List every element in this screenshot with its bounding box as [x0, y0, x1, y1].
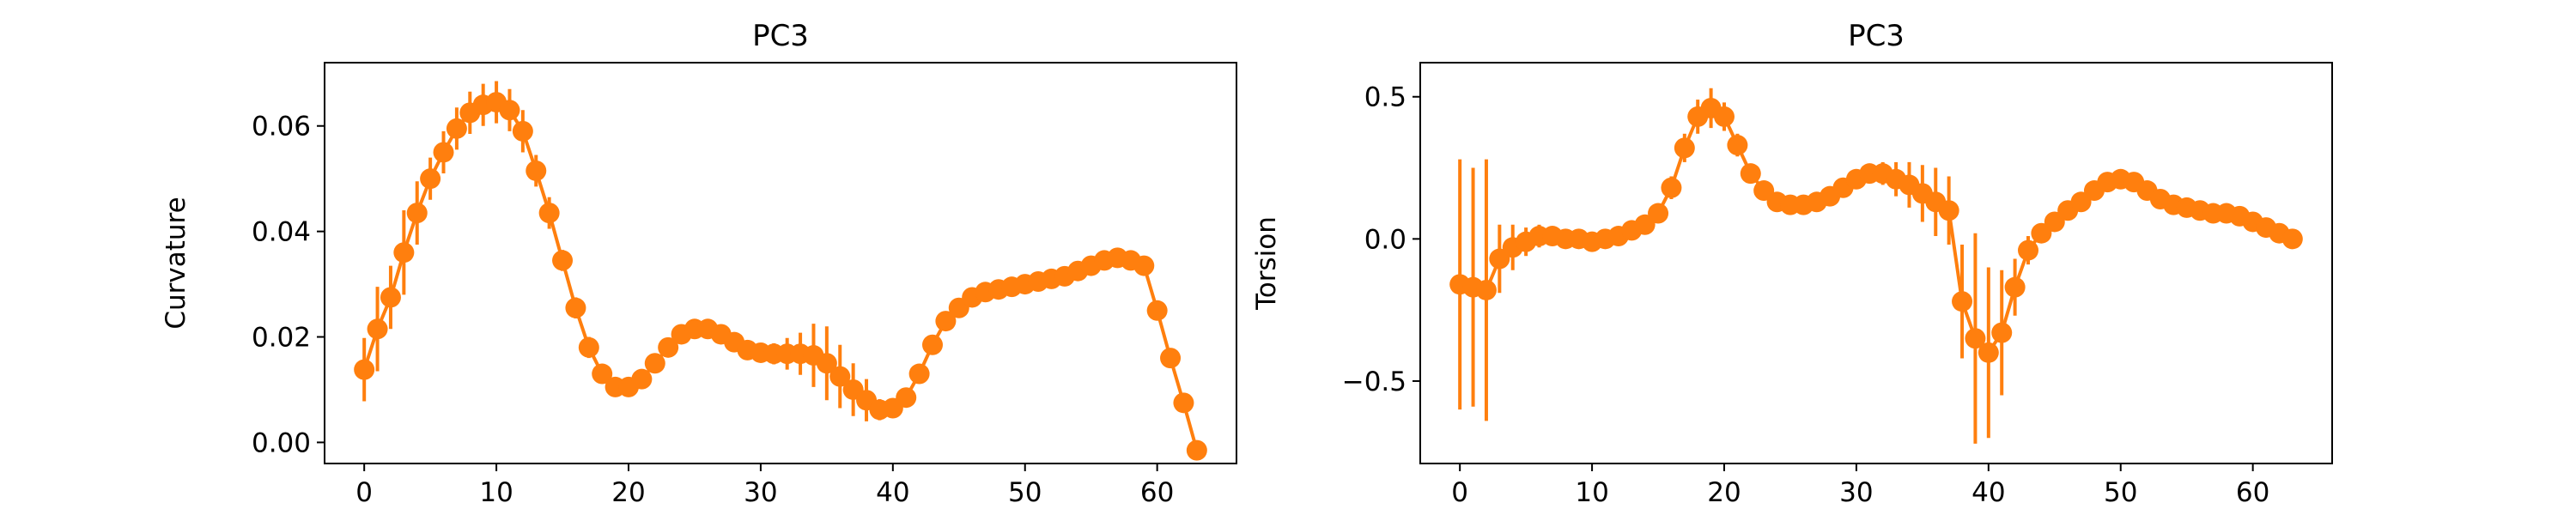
torsion-data-point: [2004, 276, 2026, 298]
curvature-data-point: [1160, 348, 1182, 369]
torsion-data-point: [2281, 228, 2303, 250]
curvature-data-point: [922, 334, 943, 355]
torsion-panel-title: PC3: [1848, 19, 1905, 53]
torsion-x-tick-label: 50: [2104, 477, 2137, 508]
torsion-data-point: [1952, 291, 1973, 312]
curvature-data-point: [829, 366, 851, 387]
curvature-data-point: [644, 353, 665, 374]
curvature-data-point: [935, 311, 957, 332]
torsion-panel: PC3 Torsion 0 10 20 30 40 50 60 −0.5 0.0 0.5: [1251, 19, 2333, 508]
torsion-x-tick-label: 30: [1839, 477, 1873, 508]
curvature-data-point: [380, 287, 401, 308]
curvature-data-point: [420, 168, 441, 190]
torsion-data-point: [1648, 203, 1669, 224]
curvature-data-point: [565, 297, 586, 318]
curvature-data-point: [896, 387, 917, 409]
torsion-y-tick-label: 0.5: [1364, 82, 1406, 113]
curvature-data-point: [538, 203, 560, 224]
torsion-y-tick-label: −0.5: [1342, 367, 1406, 397]
torsion-y-axis-label: Torsion: [1251, 216, 1282, 311]
torsion-data-point: [1727, 135, 1748, 156]
torsion-x-tick-label: 40: [1971, 477, 2005, 508]
curvature-y-ticks: 0.00 0.02 0.04 0.06: [252, 112, 325, 458]
torsion-x-tick-label: 60: [2236, 477, 2269, 508]
curvature-x-tick-label: 60: [1140, 477, 1174, 508]
curvature-data-point: [393, 242, 415, 264]
torsion-data-point: [2018, 239, 2038, 261]
curvature-y-tick-label: 0.04: [252, 217, 311, 248]
curvature-data-point: [406, 203, 428, 224]
curvature-data-point: [631, 368, 653, 390]
curvature-panel: PC3 Curvature 0 10 20 30 40 50 60 0.00 0.02 0.04…: [161, 19, 1237, 508]
curvature-y-tick-label: 0.00: [252, 427, 311, 458]
torsion-x-tick-label: 20: [1707, 477, 1741, 508]
torsion-plot-frame: [1419, 62, 2333, 464]
torsion-x-ticks: 0 10 20 30 40 50 60: [1451, 464, 2269, 508]
torsion-data-point: [1978, 342, 1999, 363]
torsion-data-point: [1674, 137, 1695, 159]
curvature-y-axis-label: Curvature: [161, 197, 191, 329]
torsion-data-point: [1740, 163, 1761, 185]
curvature-data-point: [1173, 392, 1194, 414]
curvature-x-tick-label: 10: [479, 477, 513, 508]
curvature-data-point: [512, 120, 533, 142]
torsion-data-point: [1714, 106, 1735, 127]
curvature-x-tick-label: 50: [1008, 477, 1042, 508]
curvature-data-point: [446, 118, 467, 139]
curvature-plot-frame: [324, 62, 1237, 464]
curvature-data-point: [367, 318, 388, 340]
curvature-x-tick-label: 20: [611, 477, 645, 508]
curvature-data-point: [354, 359, 375, 380]
curvature-data-point: [433, 142, 454, 163]
curvature-data-point: [592, 363, 613, 385]
torsion-x-tick-label: 10: [1575, 477, 1608, 508]
curvature-data-point: [578, 336, 599, 358]
curvature-data-point: [1186, 439, 1207, 461]
curvature-data-point: [658, 336, 679, 358]
torsion-data-point: [1475, 279, 1497, 300]
torsion-data-point: [1965, 328, 1986, 349]
curvature-x-tick-label: 30: [744, 477, 777, 508]
curvature-data-point: [816, 353, 837, 374]
curvature-y-tick-label: 0.02: [252, 323, 311, 354]
torsion-data-point: [1938, 200, 1959, 221]
curvature-x-tick-label: 0: [355, 477, 373, 508]
curvature-x-ticks: 0 10 20 30 40 50 60: [355, 464, 1174, 508]
curvature-x-tick-label: 40: [876, 477, 909, 508]
torsion-markers: [1449, 97, 2303, 363]
curvature-y-tick-label: 0.06: [252, 112, 311, 142]
curvature-markers: [354, 92, 1207, 461]
curvature-data-point: [499, 100, 520, 121]
curvature-data-point: [1133, 255, 1155, 276]
torsion-data-point: [1661, 177, 1682, 198]
curvature-data-point: [908, 363, 930, 385]
torsion-y-ticks: −0.5 0.0 0.5: [1342, 82, 1420, 397]
torsion-x-tick-label: 0: [1451, 477, 1468, 508]
curvature-data-point: [526, 160, 547, 181]
curvature-panel-title: PC3: [752, 19, 809, 53]
torsion-data-point: [1991, 322, 2013, 343]
curvature-data-point: [1146, 300, 1168, 321]
torsion-y-tick-label: 0.0: [1364, 224, 1406, 255]
curvature-data-point: [552, 250, 574, 271]
